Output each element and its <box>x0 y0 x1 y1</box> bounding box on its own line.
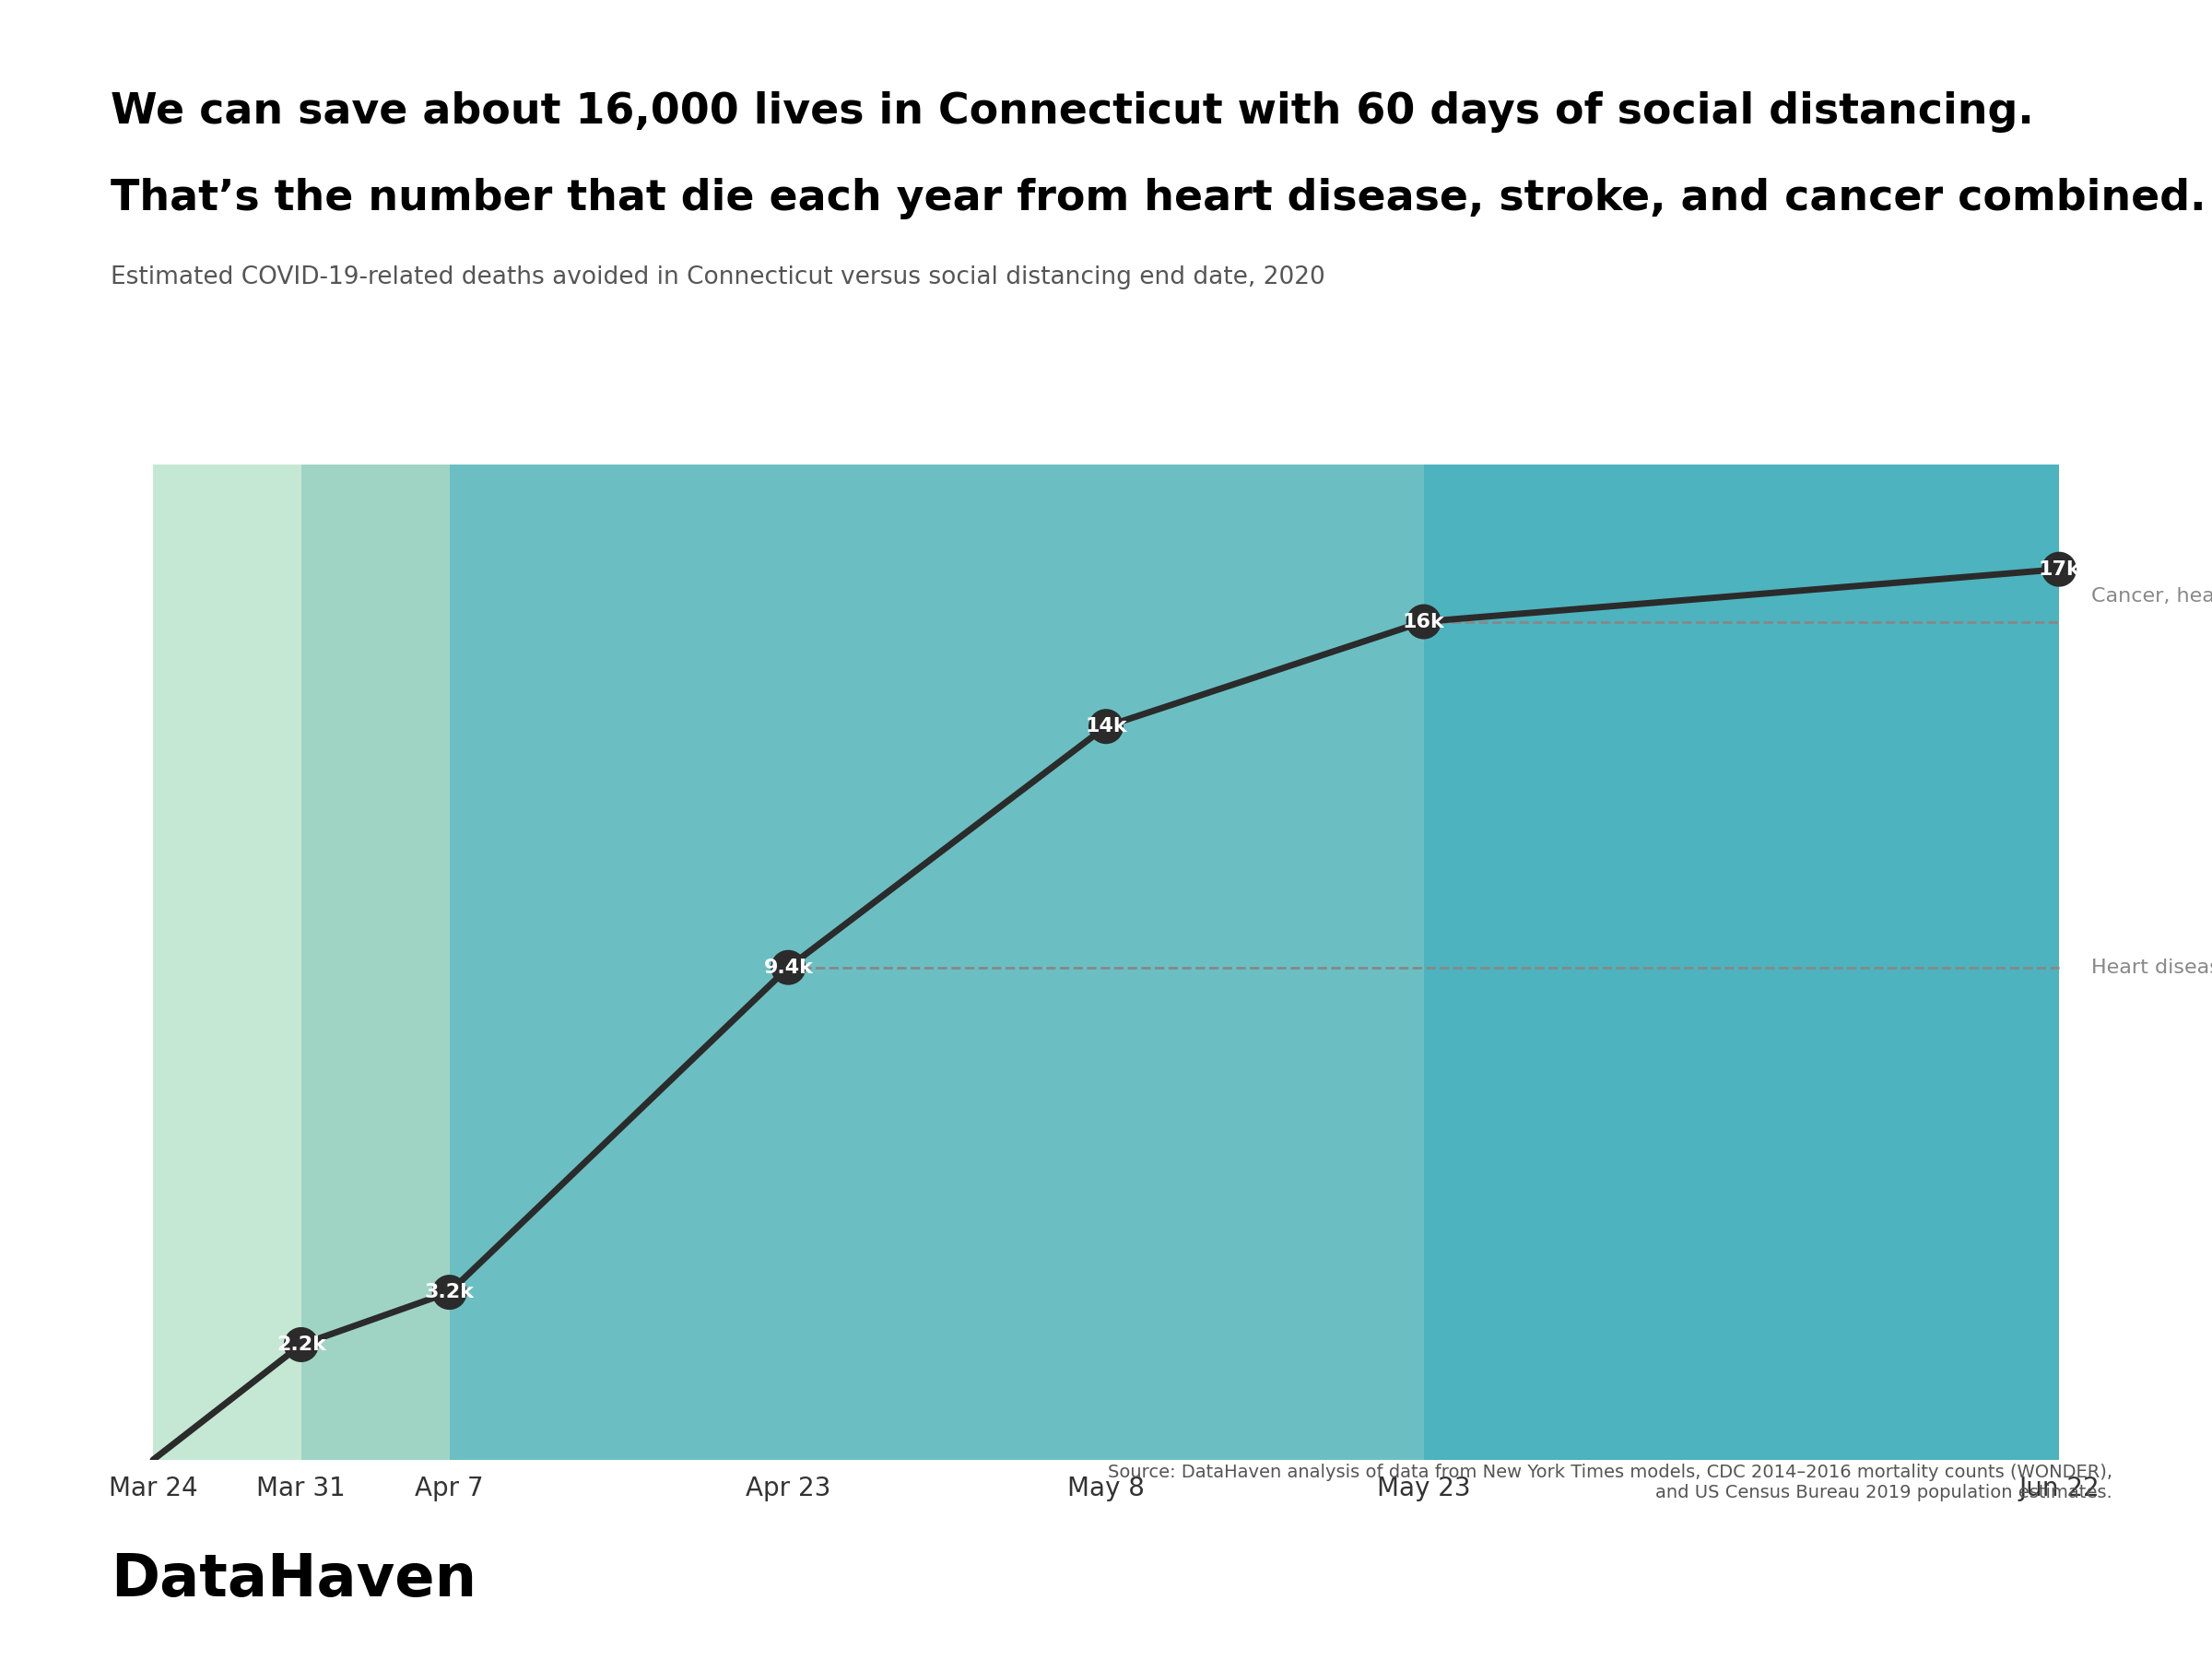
Point <box>1088 713 1124 740</box>
Bar <box>301 465 449 1460</box>
Point <box>2042 556 2077 582</box>
Point <box>431 1279 467 1306</box>
Text: 3.2k: 3.2k <box>425 1282 473 1302</box>
Point <box>283 1332 319 1359</box>
Text: 14k: 14k <box>1084 717 1128 735</box>
Text: We can save about 16,000 lives in Connecticut with 60 days of social distancing.: We can save about 16,000 lives in Connec… <box>111 91 2033 133</box>
Text: DataHaven: DataHaven <box>111 1551 476 1608</box>
Text: Source: DataHaven analysis of data from New York Times models, CDC 2014–2016 mor: Source: DataHaven analysis of data from … <box>1108 1463 2112 1501</box>
Text: 9.4k: 9.4k <box>763 959 814 977</box>
Point <box>770 954 805 980</box>
Bar <box>153 465 301 1460</box>
Text: Heart disease & stroke: Heart disease & stroke <box>2090 959 2212 977</box>
Bar <box>449 465 1425 1460</box>
Text: Estimated COVID-19-related deaths avoided in Connecticut versus social distancin: Estimated COVID-19-related deaths avoide… <box>111 265 1325 289</box>
Text: Cancer, heart disease & stroke: Cancer, heart disease & stroke <box>2090 587 2212 606</box>
Bar <box>1425 465 2059 1460</box>
Point <box>1407 609 1442 635</box>
Text: 2.2k: 2.2k <box>276 1335 325 1354</box>
Text: That’s the number that die each year from heart disease, stroke, and cancer comb: That’s the number that die each year fro… <box>111 178 2205 219</box>
Text: 17k: 17k <box>2037 561 2079 579</box>
Text: 16k: 16k <box>1402 612 1444 630</box>
